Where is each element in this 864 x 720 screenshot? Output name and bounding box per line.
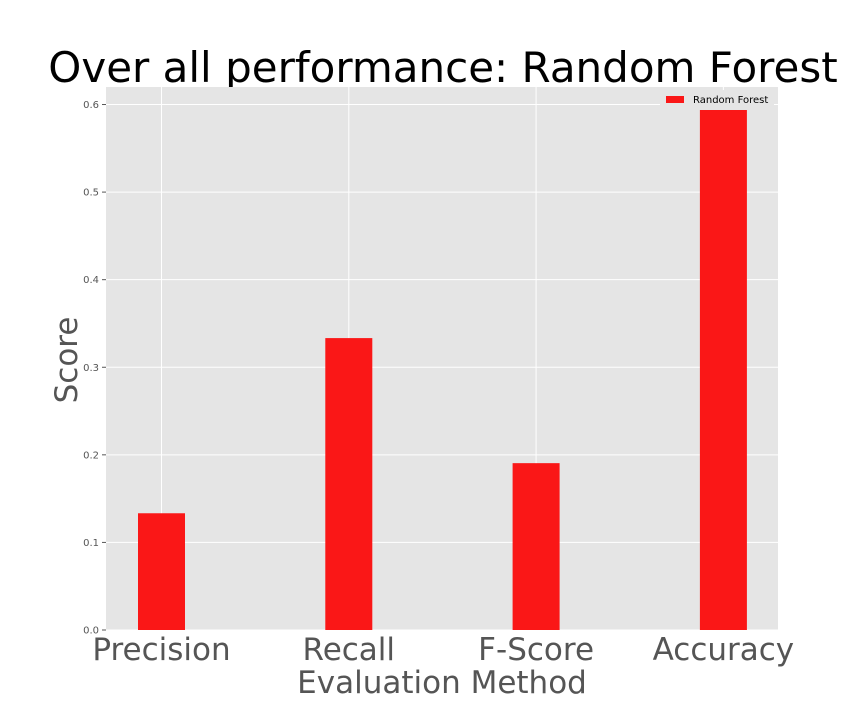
y-tick-label: 0.4	[83, 275, 99, 286]
x-axis-label: Evaluation Method	[297, 665, 587, 701]
y-tick-label: 0.2	[83, 450, 99, 461]
legend-label: Random Forest	[693, 95, 768, 106]
bar-f-score	[512, 463, 560, 630]
bar-accuracy	[699, 104, 747, 631]
bars	[138, 104, 747, 631]
x-tick-label: Recall	[303, 632, 396, 668]
legend-box	[660, 90, 774, 110]
bar-precision	[138, 513, 185, 630]
y-axis-label: Score	[49, 317, 85, 404]
y-tick-label: 0.5	[83, 188, 99, 199]
legend-swatch	[666, 96, 684, 103]
y-tick-label: 0.0	[83, 626, 99, 637]
y-tick-label: 0.1	[83, 538, 99, 549]
x-tick-label: Accuracy	[653, 632, 795, 668]
bar-recall	[325, 338, 373, 630]
plot-area	[106, 87, 778, 630]
chart-title: Over all performance: Random Forest	[48, 43, 837, 92]
x-axis-ticks: Precision Recall F-Score Accuracy	[92, 632, 794, 668]
y-tick-label: 0.3	[83, 363, 99, 374]
legend: Random Forest	[660, 90, 774, 110]
y-tick-label: 0.6	[83, 100, 99, 111]
x-tick-label: Precision	[92, 632, 230, 668]
y-axis-ticks: 0.0 0.1 0.2 0.3 0.4 0.5 0.6	[83, 100, 106, 637]
x-tick-label: F-Score	[478, 632, 594, 668]
